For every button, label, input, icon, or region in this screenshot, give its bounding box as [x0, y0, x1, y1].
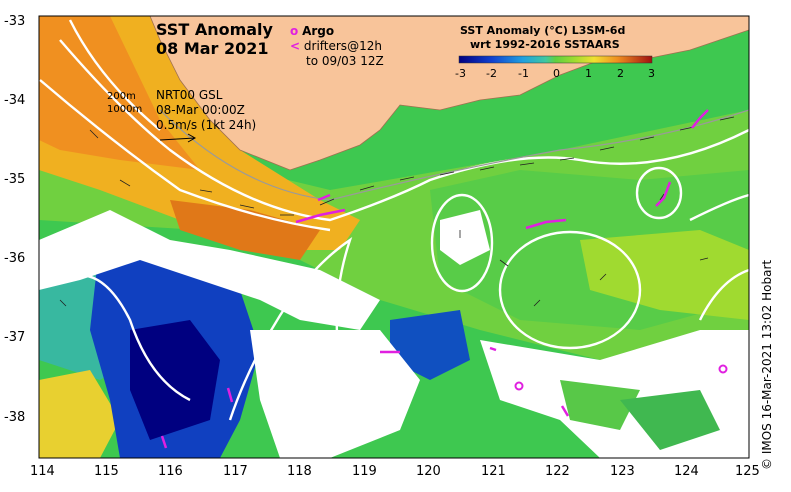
x-tick-label: 125 — [735, 464, 760, 479]
contour-label-200m: 200m — [107, 91, 136, 102]
drifter-label: drifters@12h — [303, 39, 382, 53]
scale-arrow — [159, 133, 197, 143]
y-tick-label: -35 — [4, 172, 26, 187]
y-tick-label: -34 — [4, 93, 26, 108]
drifter-symbol: < — [290, 39, 301, 53]
drifter-tracks — [160, 109, 709, 449]
no-data-cloud — [39, 210, 380, 330]
colorbar-title-line-1: SST Anomaly (°C) L3SM-6d — [460, 24, 626, 37]
colorbar-tick: 1 — [585, 67, 592, 80]
product-label: NRT00 GSL — [156, 88, 223, 102]
velocity-vectors — [59, 116, 735, 307]
map-title: SST Anomaly 08 Mar 2021 — [156, 20, 273, 58]
x-tick-label: 117 — [223, 464, 248, 479]
title-line-1: SST Anomaly — [156, 20, 273, 39]
colorbar-title-line-2: wrt 1992-2016 SSTAARS — [470, 38, 620, 51]
x-tick-label: 122 — [545, 464, 570, 479]
colorbar-tick: 3 — [648, 67, 655, 80]
y-tick-label: -33 — [4, 14, 26, 29]
x-tick-label: 119 — [352, 464, 377, 479]
land-australia — [149, 16, 749, 171]
argo-label: Argo — [302, 24, 335, 38]
contour-label-1000m: 1000m — [107, 104, 143, 115]
colorbar-tick: -2 — [486, 67, 497, 80]
y-tick-label: -38 — [4, 410, 26, 425]
y-tick-label: -37 — [4, 330, 26, 345]
x-tick-label: 120 — [416, 464, 441, 479]
title-date: 08 Mar 2021 — [156, 39, 269, 58]
x-tick-label: 118 — [287, 464, 312, 479]
valid-time: 08-Mar 00:00Z — [156, 103, 245, 117]
colorbar-tick: -3 — [455, 67, 466, 80]
x-tick-label: 123 — [610, 464, 635, 479]
colorbar — [458, 55, 653, 64]
x-tick-label: 115 — [94, 464, 119, 479]
colorbar-tick: 2 — [617, 67, 624, 80]
argo-symbol: o — [290, 24, 299, 38]
velocity-scale-label: 0.5m/s (1kt 24h) — [156, 118, 257, 132]
drifter-time: to 09/03 12Z — [306, 54, 384, 68]
credit-text: © IMOS 16-Mar-2021 13:02 Hobart — [760, 259, 774, 470]
x-tick-label: 121 — [481, 464, 506, 479]
argo-float — [718, 364, 728, 374]
colorbar-tick: -1 — [518, 67, 529, 80]
plot-frame — [38, 15, 750, 459]
colorbar-tick: 0 — [553, 67, 560, 80]
x-tick-label: 124 — [674, 464, 699, 479]
colorbar-title: SST Anomaly (°C) L3SM-6d wrt 1992-2016 S… — [460, 24, 625, 52]
x-tick-label: 116 — [158, 464, 183, 479]
mean-ssh-contours — [39, 19, 749, 441]
x-tick-label: 114 — [30, 464, 55, 479]
argo-legend: o Argo < drifters@12h to 09/03 12Z — [290, 24, 384, 69]
y-tick-label: -36 — [4, 251, 26, 266]
